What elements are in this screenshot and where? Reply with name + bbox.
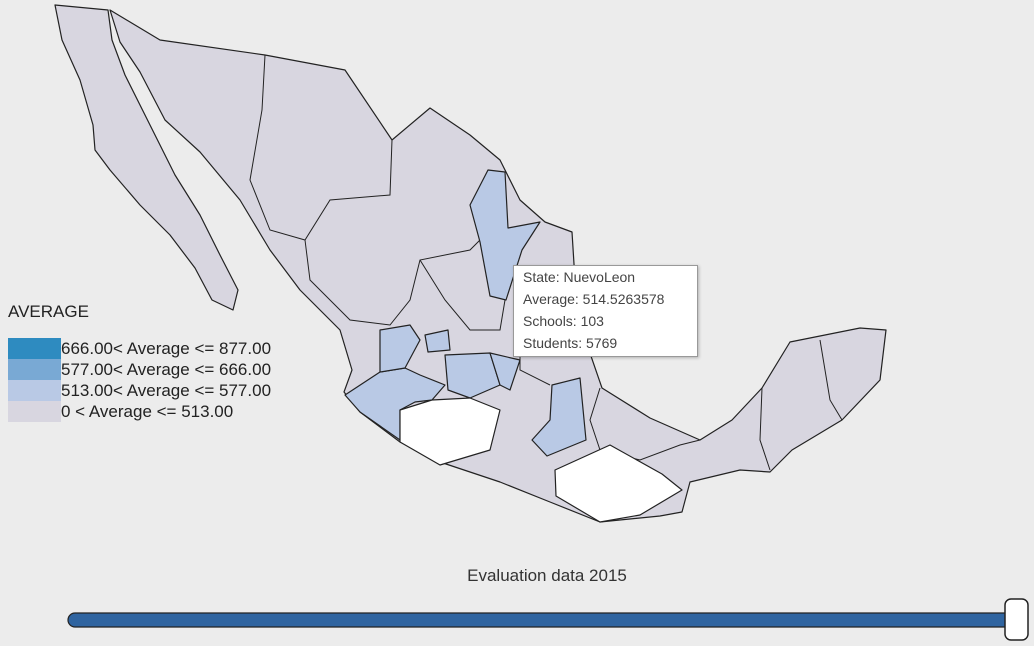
tooltip-line: State: NuevoLeon [523, 269, 636, 285]
state[interactable] [531, 377, 587, 457]
legend-item: 513.00< Average <= 577.00 [8, 380, 318, 401]
state[interactable] [379, 324, 421, 373]
slider-track[interactable] [67, 612, 1017, 628]
legend-label: 513.00< Average <= 577.00 [61, 381, 272, 400]
legend-swatch [8, 338, 61, 359]
state-border [304, 239, 481, 326]
state[interactable] [399, 397, 501, 466]
state[interactable] [54, 4, 239, 311]
tooltip-line: Students: 5769 [523, 335, 618, 351]
legend-item: 0 < Average <= 513.00 [8, 401, 318, 422]
legend-label: 577.00< Average <= 666.00 [61, 360, 272, 379]
state[interactable] [489, 352, 521, 391]
state-border [819, 339, 843, 421]
state-nuevo-leon[interactable] [469, 169, 541, 301]
state[interactable] [424, 329, 451, 353]
tooltip-line: Average: 514.5263578 [523, 291, 665, 307]
state[interactable] [554, 444, 683, 523]
state-border [419, 259, 506, 331]
legend-label: 666.00< Average <= 877.00 [61, 339, 272, 358]
legend-swatch [8, 359, 61, 380]
legend-item: 666.00< Average <= 877.00 [8, 338, 318, 359]
legend-title: AVERAGE [8, 302, 89, 321]
legend-swatch [8, 401, 61, 422]
slider-handle[interactable] [1004, 598, 1029, 641]
tooltip-line: Schools: 103 [523, 313, 604, 329]
legend-label: 0 < Average <= 513.00 [61, 402, 234, 421]
state[interactable] [444, 352, 501, 399]
legend-item: 577.00< Average <= 666.00 [8, 359, 318, 380]
caption: Evaluation data 2015 [467, 566, 627, 585]
state-border [759, 387, 771, 471]
state-border [249, 54, 393, 241]
legend-swatch [8, 380, 61, 401]
tooltip: State: NuevoLeon Average: 514.5263578 Scho… [513, 265, 698, 357]
